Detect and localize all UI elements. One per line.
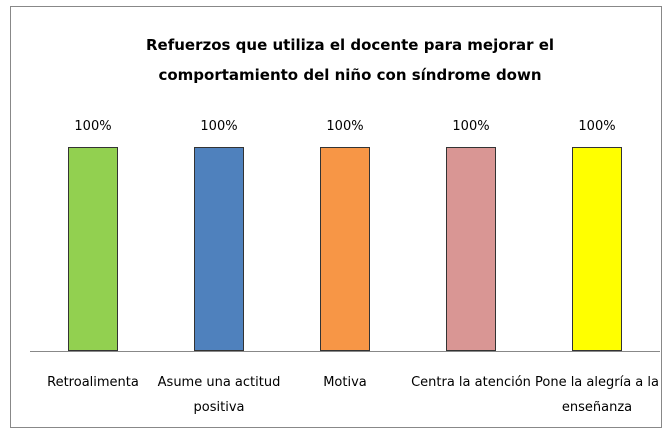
bar xyxy=(446,147,496,351)
bar xyxy=(194,147,244,351)
x-tick-label: Asume una actitud positiva xyxy=(157,375,281,415)
bar xyxy=(320,147,370,351)
x-tick-label: Centra la atención xyxy=(411,375,531,390)
value-label: 100% xyxy=(200,119,238,134)
bar xyxy=(68,147,118,351)
value-label: 100% xyxy=(452,119,490,134)
x-tick-label: Motiva xyxy=(323,375,367,390)
value-label: 100% xyxy=(74,119,112,134)
bar xyxy=(572,147,622,351)
value-label: 100% xyxy=(326,119,364,134)
value-label: 100% xyxy=(578,119,616,134)
x-tick-label: Pone la alegría a la enseñanza xyxy=(535,375,659,415)
x-tick-label: Retroalimenta xyxy=(47,375,139,390)
x-axis-line xyxy=(30,351,660,352)
chart-title: Refuerzos que utiliza el docente para me… xyxy=(145,36,555,84)
